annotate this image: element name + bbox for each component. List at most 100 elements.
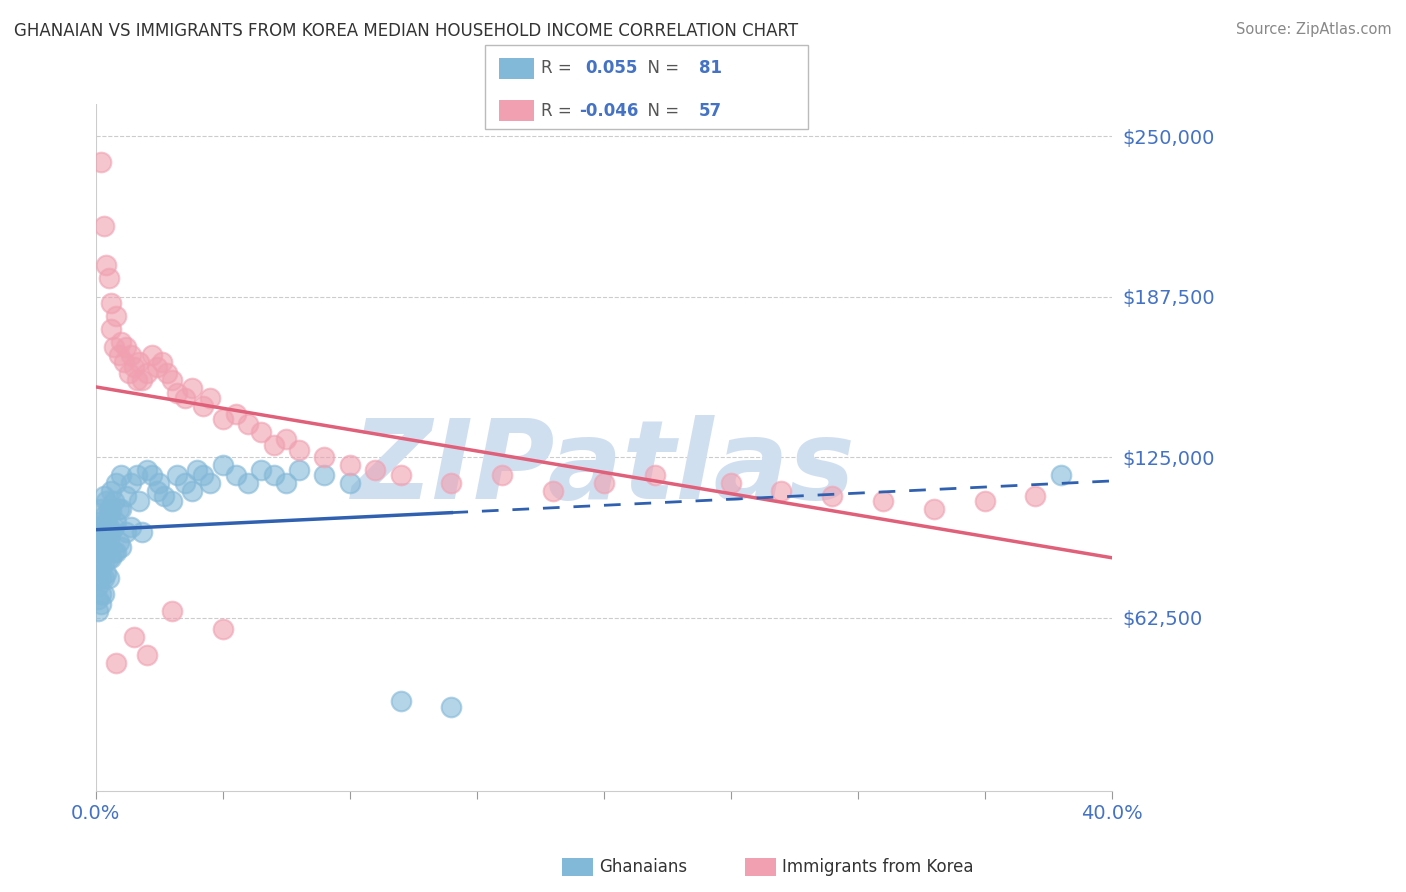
Point xyxy=(94,258,117,272)
Point xyxy=(100,322,122,336)
Point xyxy=(135,463,157,477)
Point xyxy=(105,545,128,559)
Point xyxy=(212,623,235,637)
Point xyxy=(186,463,208,477)
Point xyxy=(97,519,120,533)
Point xyxy=(93,219,115,234)
Point xyxy=(541,483,564,498)
Point xyxy=(720,476,742,491)
Text: Ghanaians: Ghanaians xyxy=(599,858,688,876)
Point xyxy=(250,425,273,439)
Point xyxy=(90,597,112,611)
Text: 57: 57 xyxy=(699,102,721,120)
Point xyxy=(146,360,169,375)
Point xyxy=(276,433,298,447)
Point xyxy=(97,550,120,565)
Point xyxy=(94,530,117,544)
Point xyxy=(100,524,122,539)
Point xyxy=(93,509,115,524)
Point xyxy=(922,501,945,516)
Point xyxy=(131,524,153,539)
Text: N =: N = xyxy=(637,102,685,120)
Point xyxy=(389,694,412,708)
Point xyxy=(440,699,463,714)
Point xyxy=(122,630,145,644)
Point xyxy=(238,476,260,491)
Point xyxy=(225,407,247,421)
Point xyxy=(125,373,148,387)
Point xyxy=(121,476,143,491)
Point xyxy=(107,501,129,516)
Point xyxy=(87,553,110,567)
Point xyxy=(135,366,157,380)
Text: -0.046: -0.046 xyxy=(579,102,638,120)
Point xyxy=(1024,489,1046,503)
Point xyxy=(288,463,311,477)
Point xyxy=(90,545,112,559)
Point xyxy=(105,656,128,670)
Point xyxy=(153,489,176,503)
Point xyxy=(115,524,138,539)
Point xyxy=(105,309,128,323)
Point xyxy=(181,381,204,395)
Point xyxy=(276,476,298,491)
Point xyxy=(87,535,110,549)
Point xyxy=(160,373,183,387)
Point xyxy=(97,270,120,285)
Point xyxy=(146,483,169,498)
Point xyxy=(93,571,115,585)
Text: R =: R = xyxy=(541,102,578,120)
Point xyxy=(103,340,125,354)
Point xyxy=(87,605,110,619)
Point xyxy=(212,458,235,472)
Point xyxy=(141,468,163,483)
Point xyxy=(212,412,235,426)
Point xyxy=(87,579,110,593)
Point xyxy=(93,541,115,555)
Point xyxy=(110,501,132,516)
Point xyxy=(90,519,112,533)
Point xyxy=(364,463,387,477)
Point xyxy=(100,550,122,565)
Point xyxy=(90,561,112,575)
Text: ZIPatlas: ZIPatlas xyxy=(352,415,856,522)
Point xyxy=(191,468,214,483)
Point xyxy=(314,450,336,465)
Point xyxy=(872,494,894,508)
Point xyxy=(90,535,112,549)
Point xyxy=(87,591,110,606)
Point xyxy=(94,494,117,508)
Point xyxy=(103,519,125,533)
Point xyxy=(87,561,110,575)
Point xyxy=(238,417,260,431)
Point xyxy=(94,515,117,529)
Point xyxy=(1049,468,1071,483)
Point xyxy=(122,360,145,375)
Point xyxy=(103,545,125,559)
Point xyxy=(94,545,117,559)
Point xyxy=(491,468,513,483)
Point xyxy=(115,489,138,503)
Point xyxy=(440,476,463,491)
Text: 0.055: 0.055 xyxy=(585,60,637,78)
Point xyxy=(93,489,115,503)
Text: GHANAIAN VS IMMIGRANTS FROM KOREA MEDIAN HOUSEHOLD INCOME CORRELATION CHART: GHANAIAN VS IMMIGRANTS FROM KOREA MEDIAN… xyxy=(14,22,799,40)
Point xyxy=(339,476,361,491)
Point xyxy=(112,355,135,369)
Point xyxy=(103,494,125,508)
Point xyxy=(181,483,204,498)
Text: N =: N = xyxy=(637,60,685,78)
Point xyxy=(105,476,128,491)
Point xyxy=(173,392,195,406)
Point xyxy=(97,535,120,549)
Point xyxy=(97,501,120,516)
Point xyxy=(135,648,157,662)
Point xyxy=(263,468,285,483)
Point xyxy=(128,494,150,508)
Point xyxy=(198,392,221,406)
Point xyxy=(90,571,112,585)
Point xyxy=(94,566,117,580)
Point xyxy=(90,586,112,600)
Point xyxy=(131,373,153,387)
Point xyxy=(263,437,285,451)
